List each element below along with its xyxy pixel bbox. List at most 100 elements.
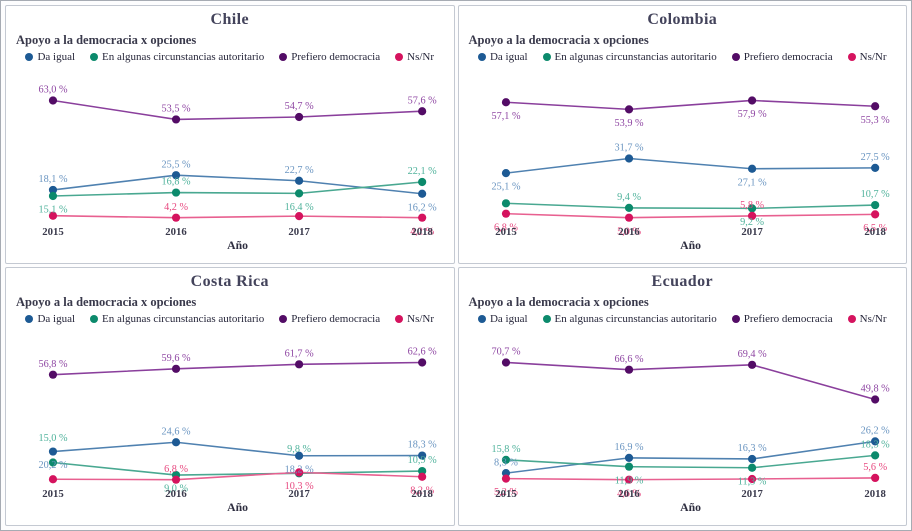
data-label-da_igual-2018: 26,2 % — [860, 426, 890, 437]
chart-subtitle: Apoyo a la democracia x opciones — [468, 295, 649, 309]
data-point-democracia-2015 — [501, 358, 510, 367]
legend: Da igual En algunas circunstancias autori… — [463, 313, 903, 325]
x-axis-title: Año — [227, 239, 248, 252]
data-point-democracia-2018 — [418, 358, 427, 367]
data-label-da_igual-2016: 24,6 % — [162, 426, 192, 437]
data-point-da_igual-2015 — [501, 169, 510, 178]
data-point-democracia-2018 — [870, 102, 879, 111]
legend-item-da_igual[interactable]: Da igual — [25, 51, 75, 63]
legend-dot-icon — [477, 315, 486, 323]
data-point-democracia-2016 — [171, 364, 181, 373]
legend-item-nsnr[interactable]: Ns/Nr — [395, 313, 434, 325]
data-point-democracia-2016 — [624, 105, 633, 114]
legend-dot-icon — [395, 315, 404, 323]
data-point-democracia-2015 — [48, 96, 58, 105]
data-label-democracia-2015: 70,7 % — [491, 347, 521, 358]
legend-dot-icon — [25, 53, 34, 61]
data-label-democracia-2015: 63,0 % — [38, 85, 68, 96]
legend-item-nsnr[interactable]: Ns/Nr — [395, 51, 434, 63]
data-label-da_igual-2016: 31,7 % — [614, 143, 644, 154]
data-point-nsnr-2015 — [48, 211, 58, 220]
legend-item-da_igual[interactable]: Da igual — [25, 313, 75, 325]
data-point-autoritario-2018 — [870, 451, 879, 460]
legend: Da igual En algunas circunstancias autori… — [463, 51, 903, 63]
data-point-autoritario-2015 — [48, 458, 58, 467]
data-point-autoritario-2016 — [171, 188, 181, 197]
series-line-da_igual — [52, 441, 423, 457]
data-label-nsnr-2016: 4,6 % — [617, 488, 641, 499]
legend-item-democracia[interactable]: Prefiero democracia — [731, 51, 833, 63]
data-point-democracia-2017 — [294, 112, 304, 122]
x-tick-2017: 2017 — [288, 488, 310, 500]
data-point-da_igual-2018 — [418, 451, 427, 460]
x-tick-2016: 2016 — [165, 488, 187, 500]
data-label-da_igual-2015: 20,2 % — [38, 460, 68, 471]
x-tick-2017: 2017 — [741, 226, 763, 238]
series-line-nsnr — [52, 471, 423, 481]
data-point-nsnr-2017 — [747, 211, 756, 221]
data-label-autoritario-2016: 9,0 % — [164, 484, 188, 495]
legend-item-da_igual[interactable]: Da igual — [477, 313, 528, 325]
legend-item-autoritario[interactable]: En algunas circunstancias autoritario — [542, 51, 717, 63]
legend-item-democracia[interactable]: Prefiero democracia — [731, 313, 833, 325]
data-point-autoritario-2018 — [870, 200, 879, 210]
legend-label: Da igual — [489, 51, 528, 63]
legend: Da igual En algunas circunstancias autori… — [10, 51, 450, 63]
data-label-nsnr-2018: 4,2 % — [410, 226, 434, 237]
data-point-nsnr-2017 — [294, 468, 304, 477]
chart-title: Chile — [210, 11, 249, 28]
data-label-democracia-2016: 53,9 % — [614, 118, 644, 129]
data-label-da_igual-2015: 18,1 % — [38, 174, 68, 185]
data-point-nsnr-2018 — [418, 213, 427, 222]
data-label-nsnr-2017: 5,8 % — [740, 200, 764, 211]
data-point-da_igual-2017 — [294, 176, 304, 185]
data-point-autoritario-2016 — [624, 203, 633, 213]
data-point-autoritario-2015 — [501, 199, 510, 208]
data-point-da_igual-2018 — [870, 163, 879, 172]
data-point-da_igual-2017 — [747, 164, 756, 173]
legend-item-autoritario[interactable]: En algunas circunstancias autoritario — [542, 313, 717, 325]
data-point-nsnr-2018 — [870, 473, 879, 483]
data-label-nsnr-2015: 5,2 % — [494, 487, 518, 498]
legend-item-autoritario[interactable]: En algunas circunstancias autoritario — [90, 313, 264, 325]
series-line-da_igual — [52, 174, 423, 195]
legend-dot-icon — [542, 315, 551, 323]
legend-item-autoritario[interactable]: En algunas circunstancias autoritario — [90, 51, 264, 63]
legend-dot-icon — [90, 315, 99, 323]
data-label-da_igual-2015: 25,1 % — [491, 182, 521, 193]
legend-item-da_igual[interactable]: Da igual — [477, 51, 528, 63]
data-label-nsnr-2016: 5,0 % — [617, 226, 641, 237]
x-tick-2015: 2015 — [42, 488, 63, 500]
data-point-nsnr-2017 — [294, 212, 304, 221]
series-line-autoritario — [52, 181, 423, 197]
legend-item-democracia[interactable]: Prefiero democracia — [279, 313, 380, 325]
data-label-nsnr-2018: 6,5 % — [863, 223, 887, 234]
legend-dot-icon — [731, 315, 740, 323]
panel-costa-rica: Costa Rica Apoyo a la democracia x opcion… — [5, 267, 455, 526]
data-point-nsnr-2018 — [870, 210, 879, 219]
legend-label: Da igual — [37, 313, 76, 325]
data-label-democracia-2016: 59,6 % — [162, 353, 192, 364]
data-point-democracia-2016 — [171, 115, 181, 124]
series-line-nsnr — [52, 214, 423, 219]
legend-label: Prefiero democracia — [291, 51, 381, 63]
data-point-nsnr-2016 — [171, 213, 181, 222]
data-point-democracia-2017 — [747, 96, 756, 105]
legend-dot-icon — [542, 53, 551, 61]
legend-dot-icon — [847, 315, 856, 323]
legend-item-democracia[interactable]: Prefiero democracia — [279, 51, 380, 63]
data-label-da_igual-2017: 22,7 % — [285, 165, 315, 176]
legend-item-nsnr[interactable]: Ns/Nr — [847, 313, 887, 325]
data-label-da_igual-2017: 27,1 % — [737, 177, 767, 188]
data-point-autoritario-2017 — [747, 463, 756, 472]
series-line-autoritario — [505, 202, 875, 210]
data-label-autoritario-2017: 11,3 % — [737, 476, 766, 487]
data-label-autoritario-2016: 9,4 % — [617, 192, 641, 203]
data-point-da_igual-2018 — [870, 437, 879, 446]
data-point-nsnr-2016 — [624, 475, 633, 484]
legend-label: En algunas circunstancias autoritario — [554, 313, 717, 325]
x-tick-2016: 2016 — [618, 488, 640, 500]
legend-item-nsnr[interactable]: Ns/Nr — [847, 51, 887, 63]
data-label-nsnr-2016: 6,8 % — [164, 464, 188, 475]
data-point-da_igual-2016 — [171, 171, 181, 180]
